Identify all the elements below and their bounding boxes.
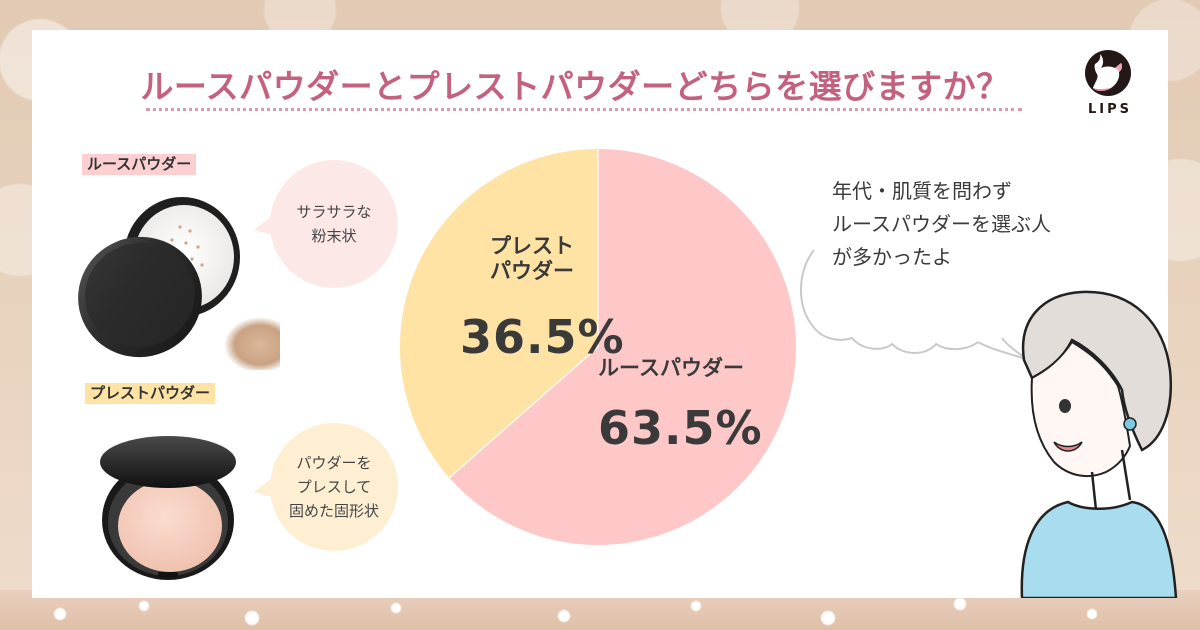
title-divider — [146, 108, 1022, 111]
loose-powder-pie-label: ルースパウダー 63.5% — [598, 337, 763, 475]
pie-slice-loose — [449, 149, 796, 545]
loose-powder-bubble: サラサラな 粉末状 — [270, 160, 398, 288]
loose-powder-jar-image — [78, 197, 280, 370]
loose-powder-label: ルースパウダー — [598, 356, 744, 381]
logo-text: LIPS — [1088, 102, 1133, 117]
pie-chart — [399, 149, 796, 545]
page-title: ルースパウダーとプレストパウダーどちらを選びますか？ — [140, 67, 1010, 106]
pressed-powder-pie-label: プレスト パウダー 36.5% — [460, 215, 625, 384]
pressed-powder-percent: 36.5% — [460, 309, 625, 364]
infographic-card: ルースパウダーとプレストパウダーどちらを選びますか？ LIPS ルースパウダー — [32, 30, 1178, 598]
speech-bubble-text: 年代・肌質を問わず ルースパウダーを選ぶ人 が多かったよ — [832, 179, 1051, 269]
pressed-powder-tag: プレストパウダー — [85, 383, 216, 404]
woman-illustration — [800, 249, 1178, 598]
pressed-powder-compact-image — [100, 436, 236, 580]
loose-powder-tag: ルースパウダー — [82, 154, 197, 175]
pressed-powder-label: プレスト パウダー — [490, 234, 574, 284]
pressed-powder-bubble: パウダーを プレスして 固めた固形状 — [270, 423, 398, 551]
loose-powder-percent: 63.5% — [598, 400, 763, 455]
lips-logo: LIPS — [1085, 50, 1131, 117]
deer-icon — [1085, 50, 1131, 96]
pie-slice-pressed — [399, 149, 598, 478]
